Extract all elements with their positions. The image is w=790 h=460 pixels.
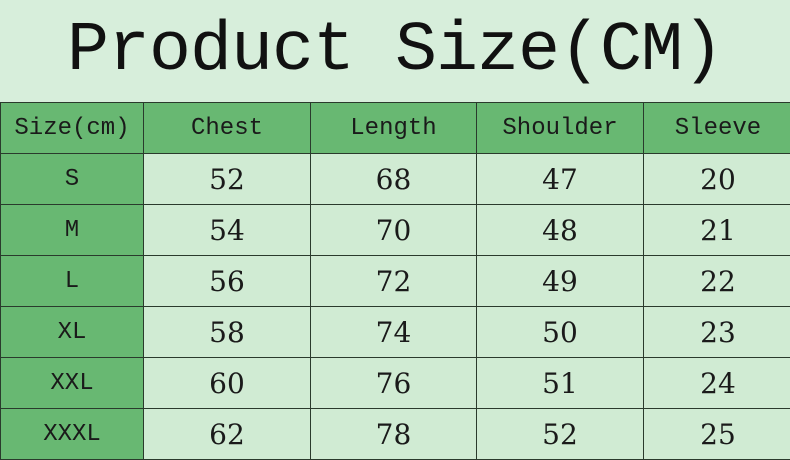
measurement-cell: 76 [310, 357, 477, 409]
measurement-cell: 72 [310, 255, 477, 307]
size-label: XXL [0, 357, 144, 409]
measurement-cell: 54 [143, 204, 311, 256]
table-row: M 54 70 48 21 [0, 204, 790, 256]
measurement-cell: 78 [310, 408, 477, 460]
measurement-cell: 47 [476, 153, 644, 205]
table-row: XXXL 62 78 52 25 [0, 408, 790, 460]
measurement-cell: 70 [310, 204, 477, 256]
measurement-cell: 25 [643, 408, 790, 460]
table-row: L 56 72 49 22 [0, 255, 790, 307]
column-header: Sleeve [643, 102, 790, 154]
measurement-cell: 51 [476, 357, 644, 409]
measurement-cell: 60 [143, 357, 311, 409]
measurement-cell: 20 [643, 153, 790, 205]
measurement-cell: 52 [143, 153, 311, 205]
measurement-cell: 48 [476, 204, 644, 256]
column-header: Chest [143, 102, 311, 154]
measurement-cell: 49 [476, 255, 644, 307]
measurement-cell: 22 [643, 255, 790, 307]
size-label: XXXL [0, 408, 144, 460]
measurement-cell: 23 [643, 306, 790, 358]
measurement-cell: 50 [476, 306, 644, 358]
header-row: Size(cm) Chest Length Shoulder Sleeve [0, 102, 790, 154]
measurement-cell: 56 [143, 255, 311, 307]
measurement-cell: 74 [310, 306, 477, 358]
column-header: Size(cm) [0, 102, 144, 154]
size-label: M [0, 204, 144, 256]
column-header: Length [310, 102, 477, 154]
measurement-cell: 24 [643, 357, 790, 409]
table-row: XXL 60 76 51 24 [0, 357, 790, 409]
column-header: Shoulder [476, 102, 644, 154]
measurement-cell: 68 [310, 153, 477, 205]
size-label: XL [0, 306, 144, 358]
size-table: Size(cm) Chest Length Shoulder Sleeve S 52 68 4… [0, 102, 790, 460]
measurement-cell: 52 [476, 408, 644, 460]
table-row: XL 58 74 50 23 [0, 306, 790, 358]
table-row: S 52 68 47 20 [0, 153, 790, 205]
measurement-cell: 21 [643, 204, 790, 256]
page-title: Product Size(CM) [66, 11, 724, 91]
measurement-cell: 62 [143, 408, 311, 460]
measurement-cell: 58 [143, 306, 311, 358]
size-label: L [0, 255, 144, 307]
size-label: S [0, 153, 144, 205]
